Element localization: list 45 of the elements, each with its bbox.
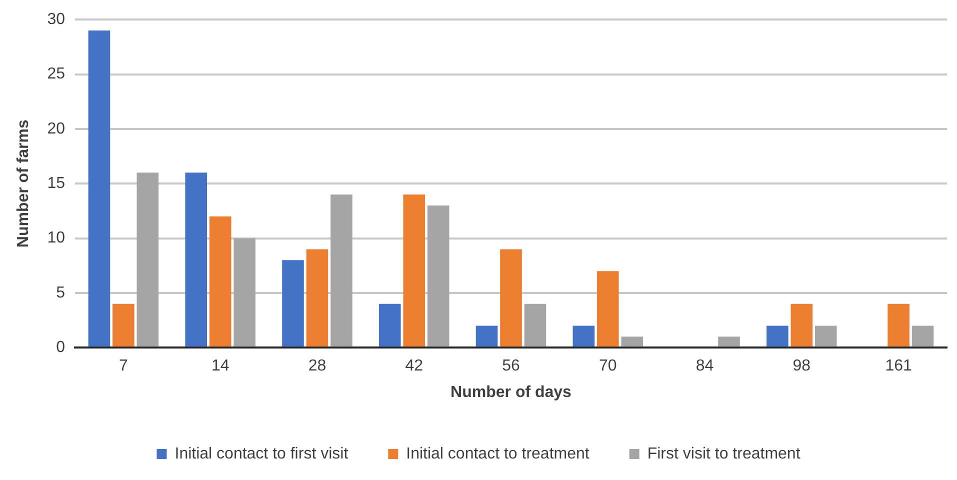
y-tick-label: 0 [56, 339, 66, 356]
x-tick-label: 84 [696, 358, 714, 375]
bar [766, 326, 788, 347]
x-tick-label: 56 [502, 358, 520, 375]
bar [88, 30, 110, 347]
bar [403, 194, 426, 347]
bar [112, 304, 134, 347]
bar [621, 336, 644, 347]
x-tick-label: 7 [118, 358, 128, 375]
bar [378, 304, 401, 347]
bar [790, 304, 813, 347]
bar [912, 326, 934, 347]
bar [209, 216, 232, 347]
bar [596, 271, 619, 347]
x-tick-label: 28 [308, 358, 326, 375]
bar [306, 249, 328, 347]
x-tick-label: 161 [885, 358, 912, 375]
bar [718, 336, 740, 347]
bar [572, 326, 595, 347]
legend-label: Initial contact to treatment [406, 445, 590, 462]
y-tick-label: 20 [47, 120, 66, 138]
bar [814, 326, 837, 347]
legend-label: Initial contact to first visit [174, 445, 349, 462]
bar [234, 238, 256, 347]
y-tick-label: 10 [47, 230, 66, 247]
y-tick-label: 30 [47, 11, 66, 28]
x-tick-label: 98 [792, 358, 811, 375]
bar [136, 172, 159, 347]
y-tick-label: 5 [56, 284, 66, 302]
bar [500, 249, 522, 347]
x-tick-label: 14 [211, 358, 230, 375]
legend-label: First visit to treatment [647, 445, 801, 462]
x-axis-title: Number of days [450, 384, 572, 401]
y-tick-label: 25 [47, 66, 66, 83]
bar [330, 194, 352, 347]
bar [524, 304, 546, 347]
bar [282, 260, 304, 347]
bar [888, 304, 910, 347]
y-axis-title: Number of farms [15, 119, 32, 248]
bar [427, 205, 450, 347]
y-tick-label: 15 [47, 175, 66, 192]
bar [185, 172, 208, 347]
bar [476, 326, 498, 347]
x-tick-label: 42 [405, 358, 424, 375]
x-tick-label: 70 [598, 358, 617, 375]
